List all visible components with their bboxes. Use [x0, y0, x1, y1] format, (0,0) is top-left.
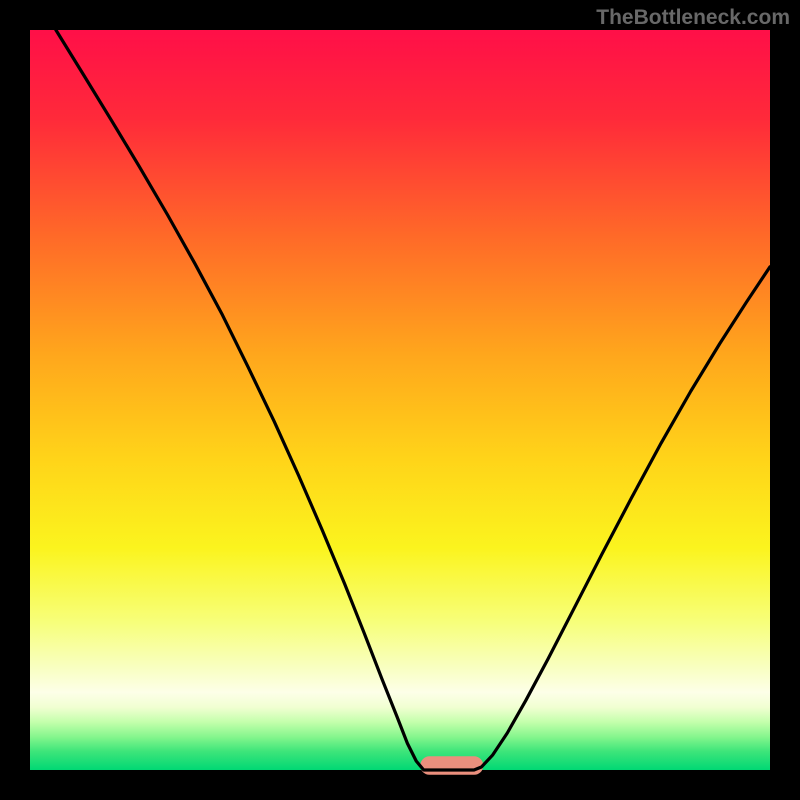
chart-container: TheBottleneck.com — [0, 0, 800, 800]
chart-svg — [0, 0, 800, 800]
watermark-text: TheBottleneck.com — [596, 6, 790, 30]
plot-background — [30, 30, 770, 770]
valley-marker — [420, 756, 483, 775]
